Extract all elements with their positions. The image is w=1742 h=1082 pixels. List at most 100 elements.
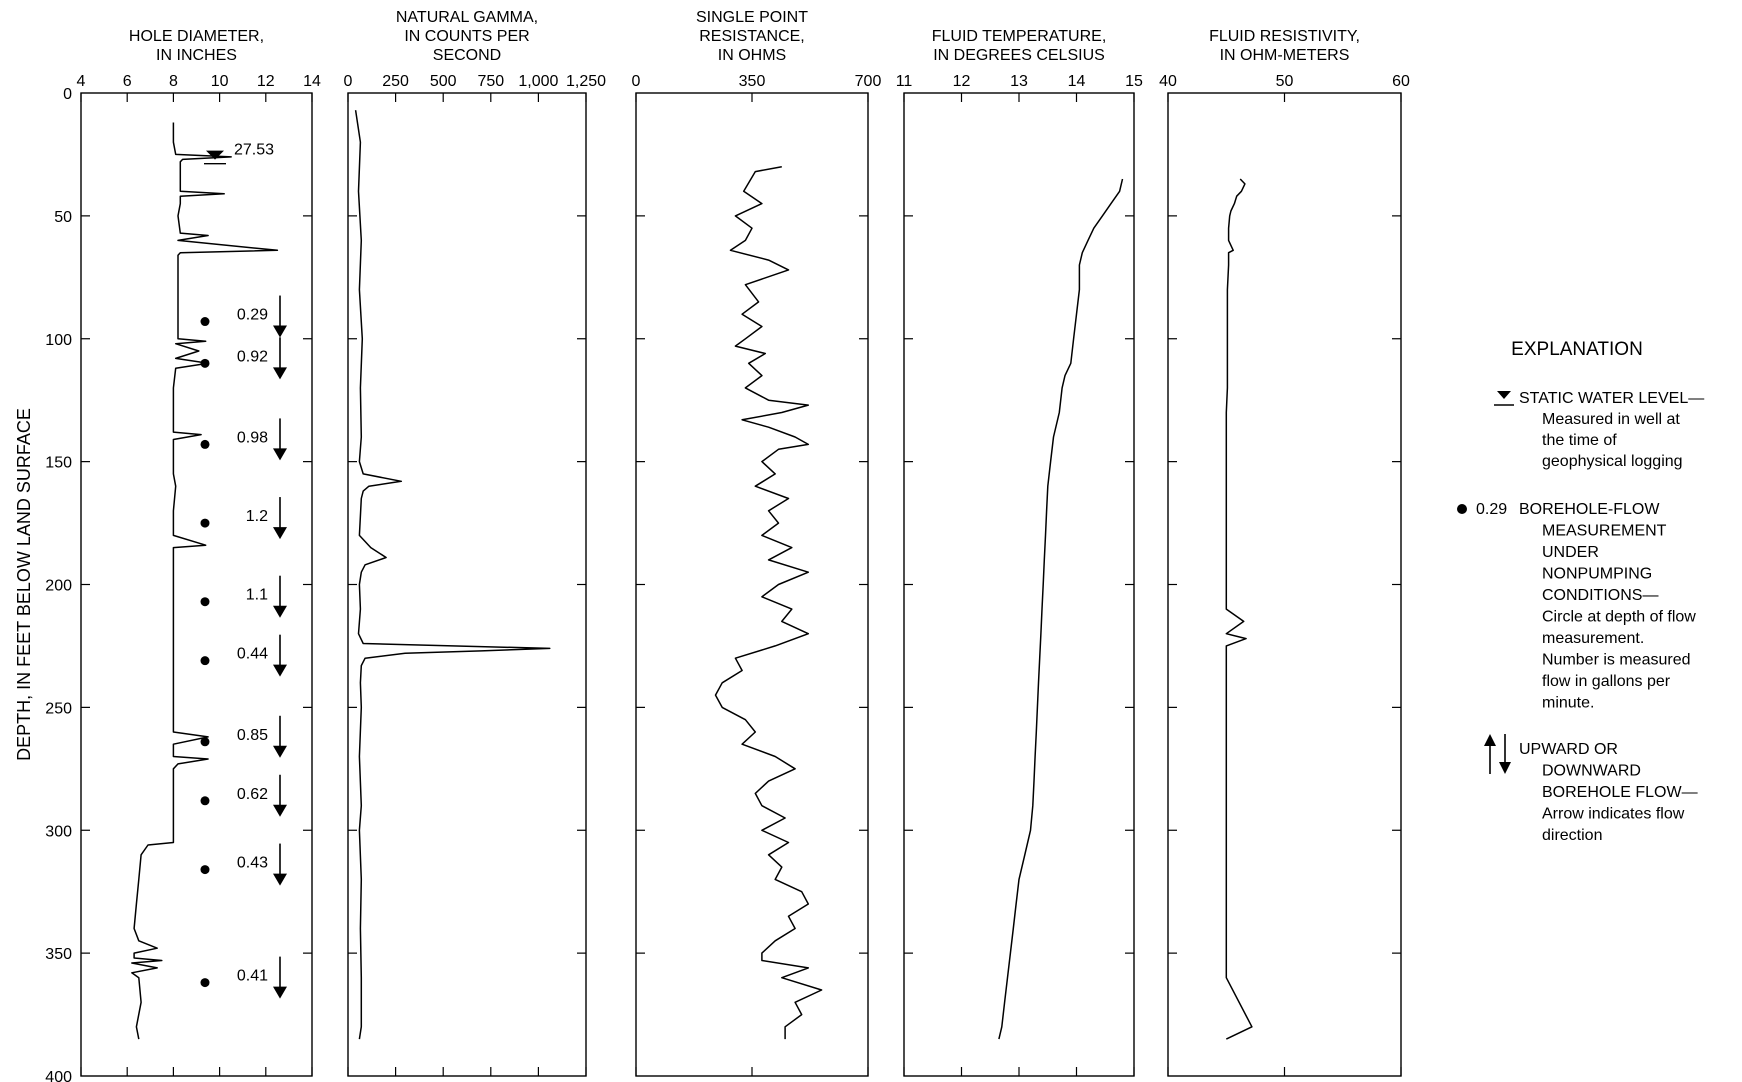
panel-title: FLUID TEMPERATURE,	[932, 28, 1107, 45]
flow-arrowhead-down	[273, 367, 287, 380]
down-arrowhead-icon	[1499, 762, 1511, 774]
flow-measurement-label: 0.44	[237, 646, 268, 663]
legend-text: UPWARD OR	[1519, 741, 1618, 758]
flow-arrowhead-down	[273, 873, 287, 886]
x-tick-label: 500	[430, 73, 457, 90]
flow-measurement-label: 1.1	[246, 587, 268, 604]
fluid-resistivity-panel: FLUID RESISTIVITY, IN OHM-METERS 40 50 60	[1159, 28, 1410, 1077]
plot-frame	[1167, 92, 1402, 1077]
legend-text: UNDER	[1542, 544, 1599, 561]
flow-measurement-label: 1.2	[246, 508, 268, 525]
plot-frame	[903, 92, 1135, 1077]
hole-diameter-panel: HOLE DIAMETER, IN INCHES 4 6 8 10 12 14 27.53 0.2…	[77, 28, 321, 1077]
panel-title: IN OHM-METERS	[1220, 47, 1350, 64]
flow-arrowhead-down	[273, 527, 287, 540]
water-level-icon	[1497, 391, 1511, 399]
legend-text: CONDITIONS—	[1542, 587, 1658, 604]
legend-item-water-level: STATIC WATER LEVEL— Measured in well at th…	[1494, 390, 1704, 470]
panel-title: FLUID RESISTIVITY,	[1209, 28, 1360, 45]
flow-measurement-label: 0.62	[237, 786, 268, 803]
y-tick-label: 200	[45, 578, 72, 595]
panel-title: RESISTANCE,	[699, 28, 805, 45]
x-tick-label: 60	[1392, 73, 1410, 90]
flow-arrowhead-down	[273, 804, 287, 817]
flow-dot-icon	[1457, 504, 1467, 514]
legend-text: BOREHOLE FLOW—	[1542, 784, 1698, 801]
legend: EXPLANATION STATIC WATER LEVEL— Measured i…	[1457, 339, 1704, 844]
x-tick-label: 11	[896, 73, 913, 90]
flow-measurement-dot	[200, 358, 210, 368]
x-tick-label: 0	[344, 73, 353, 90]
water-level-label: 27.53	[234, 142, 274, 159]
x-tick-label: 14	[1068, 73, 1086, 90]
water-level-marker	[206, 150, 224, 160]
panel-title: SECOND	[433, 47, 501, 64]
single-point-resistance-series-line	[714, 165, 823, 1040]
x-tick-label: 6	[123, 73, 132, 90]
x-tick-label: 14	[303, 73, 321, 90]
x-tick-label: 40	[1159, 73, 1177, 90]
hole-diameter-series-line	[131, 122, 279, 1040]
y-tick-label: 0	[63, 86, 72, 103]
depth-axis: DEPTH, IN FEET BELOW LAND SURFACE 0 50 100 1…	[14, 86, 72, 1082]
flow-measurement-dot	[200, 439, 210, 449]
y-tick-label: 300	[45, 823, 72, 840]
y-axis-label: DEPTH, IN FEET BELOW LAND SURFACE	[14, 408, 34, 761]
legend-text: BOREHOLE-FLOW	[1519, 501, 1660, 518]
legend-text: NONPUMPING	[1542, 566, 1652, 583]
y-tick-label: 350	[45, 946, 72, 963]
x-tick-label: 50	[1276, 73, 1294, 90]
flow-arrowhead-down	[273, 986, 287, 999]
flow-arrowhead-down	[273, 745, 287, 758]
fluid-temperature-series-line	[998, 178, 1124, 1040]
panel-title: HOLE DIAMETER,	[129, 28, 264, 45]
log-panels: HOLE DIAMETER, IN INCHES 4 6 8 10 12 14 27.53 0.2…	[77, 9, 1410, 1077]
legend-text: flow in gallons per	[1542, 673, 1671, 690]
natural-gamma-series-line	[354, 110, 551, 1040]
legend-text: Circle at depth of flow	[1542, 609, 1696, 626]
natural-gamma-panel: NATURAL GAMMA, IN COUNTS PER SECOND 0 250 500…	[344, 9, 606, 1077]
legend-text: DOWNWARD	[1542, 763, 1641, 780]
flow-measurement-dot	[200, 317, 210, 327]
legend-text: measurement.	[1542, 630, 1644, 647]
x-tick-label: 4	[77, 73, 86, 90]
fluid-temperature-panel: FLUID TEMPERATURE, IN DEGREES CELSIUS 11 12…	[896, 28, 1143, 1077]
flow-measurement-label: 0.98	[237, 429, 268, 446]
legend-text: geophysical logging	[1542, 453, 1683, 470]
x-tick-label: 750	[477, 73, 504, 90]
legend-text: direction	[1542, 827, 1602, 844]
x-tick-label: 8	[169, 73, 178, 90]
panel-title: IN COUNTS PER	[404, 28, 529, 45]
legend-text: MEASUREMENT	[1542, 523, 1667, 540]
legend-title: EXPLANATION	[1511, 339, 1643, 360]
legend-text: Measured in well at	[1542, 411, 1680, 428]
fluid-resistivity-series-line	[1225, 178, 1253, 1040]
flow-arrowhead-down	[273, 664, 287, 677]
x-tick-label: 250	[382, 73, 409, 90]
y-tick-label: 400	[45, 1069, 72, 1082]
legend-item-flow-arrows: UPWARD OR DOWNWARD BOREHOLE FLOW— Arrow ind…	[1484, 734, 1698, 844]
legend-text: minute.	[1542, 695, 1594, 712]
panel-title: IN OHMS	[718, 47, 786, 64]
panel-title: NATURAL GAMMA,	[396, 9, 538, 26]
legend-text: STATIC WATER LEVEL—	[1519, 390, 1704, 407]
x-tick-label: 350	[739, 73, 766, 90]
flow-arrowhead-down	[273, 605, 287, 618]
x-tick-label: 15	[1125, 73, 1143, 90]
flow-measurement-dot	[200, 597, 210, 607]
flow-measurement-label: 0.29	[237, 307, 268, 324]
legend-prefix: 0.29	[1476, 501, 1507, 518]
flow-measurement-dot	[200, 865, 210, 875]
flow-measurement-dot	[200, 656, 210, 666]
legend-text: the time of	[1542, 432, 1617, 449]
x-tick-label: 12	[953, 73, 971, 90]
flow-arrowhead-down	[273, 448, 287, 461]
plot-frame	[80, 92, 313, 1077]
y-tick-label: 250	[45, 700, 72, 717]
panel-title: SINGLE POINT	[696, 9, 808, 26]
plot-frame	[347, 92, 587, 1077]
x-tick-label: 13	[1010, 73, 1028, 90]
flow-measurement-label: 0.41	[237, 968, 268, 985]
flow-measurement-label: 0.85	[237, 727, 268, 744]
flow-measurement-dot	[200, 737, 210, 747]
